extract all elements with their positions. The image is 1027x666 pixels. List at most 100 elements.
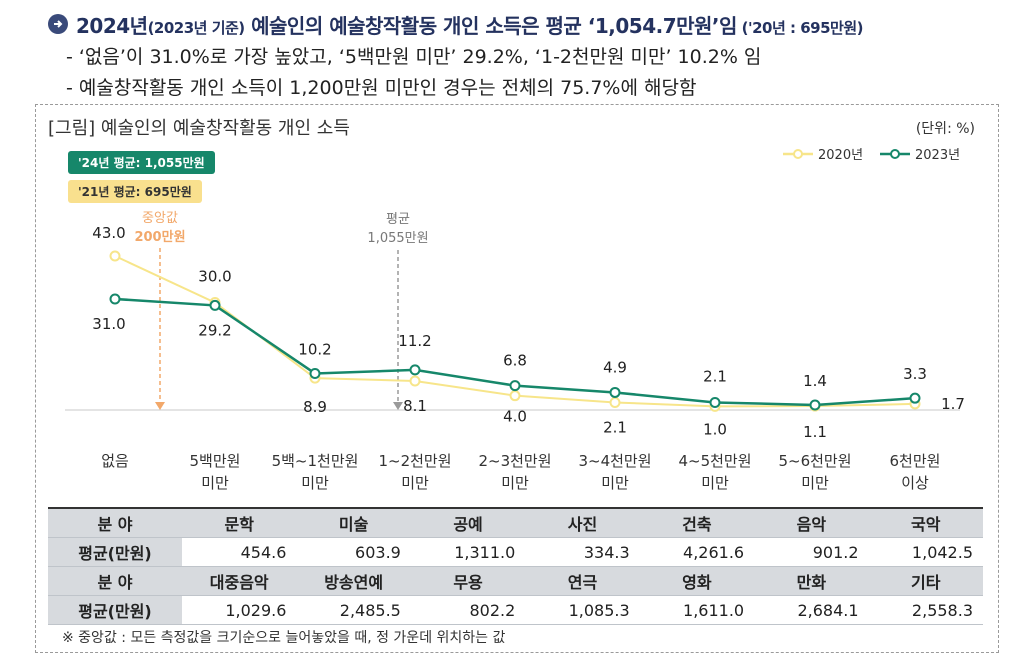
table-value-cell: 802.2 — [410, 595, 526, 625]
data-point-1-2 — [309, 367, 321, 379]
figure-title: [그림] 예술인의 예술창작활동 개인 소득 — [48, 118, 350, 139]
table-genre-cell: 건축 — [639, 507, 755, 538]
data-label-0-5: 2.1 — [603, 418, 627, 436]
data-label-0-6: 1.0 — [703, 420, 727, 438]
legend-marker-1 — [890, 149, 900, 159]
table-genre-cell: 문학 — [182, 507, 297, 538]
mean-marker-arrow — [393, 402, 403, 410]
data-point-1-8 — [909, 392, 921, 404]
table-row-label: 분 야 — [48, 566, 182, 596]
category-label: 6천만원 이상 — [889, 452, 941, 492]
table-row-label: 평균(만원) — [48, 537, 182, 567]
category-label: 1~2천만원 미만 — [378, 452, 452, 492]
badge-2021-average: '21년 평균: 695만원 — [68, 180, 202, 203]
table-row-label: 분 야 — [48, 507, 182, 538]
table-value-cell: 2,558.3 — [868, 595, 983, 625]
table-genre-cell: 연극 — [525, 566, 640, 596]
table-genre-cell: 음악 — [754, 507, 869, 538]
table-genre-cell: 기타 — [868, 566, 983, 596]
figure-frame — [35, 104, 999, 653]
data-label-1-1: 29.2 — [198, 321, 231, 339]
arrow-bullet-icon — [48, 14, 68, 34]
data-point-0-4 — [509, 390, 521, 402]
data-label-0-7: 1.1 — [803, 423, 827, 441]
table-genre-cell: 사진 — [525, 507, 640, 538]
data-point-1-0 — [109, 293, 121, 305]
table-row: 분 야 문학 미술 공예 사진 건축 음악 국악 — [48, 507, 983, 538]
data-point-1-3 — [409, 364, 421, 376]
table-genre-cell: 만화 — [754, 566, 869, 596]
data-label-0-8: 1.7 — [941, 395, 965, 413]
category-label: 2~3천만원 미만 — [478, 452, 552, 492]
headline: 2024년(2023년 기준) 예술인의 예술창작활동 개인 소득은 평균 ‘1… — [76, 10, 863, 39]
legend-label-0: 2020년 — [818, 148, 863, 163]
data-point-0-5 — [609, 396, 621, 408]
table-genre-cell: 미술 — [296, 507, 411, 538]
category-label: 5~6천만원 미만 — [778, 452, 852, 492]
table-row: 평균(만원) 454.6 603.9 1,311.0 334.3 4,261.6 901.2… — [48, 537, 983, 567]
table-value-cell: 1,085.3 — [525, 595, 640, 625]
headline-compare: ('20년 : 695만원) — [736, 19, 864, 37]
median-label-value: 200만원 — [134, 229, 185, 245]
category-label: 3~4천만원 미만 — [578, 452, 652, 492]
headline-text: 예술인의 예술창작활동 개인 소득은 평균 ‘1,054.7만원’임 — [244, 14, 737, 38]
data-point-0-3 — [409, 375, 421, 387]
data-label-1-0: 31.0 — [92, 315, 125, 333]
data-label-0-3: 8.1 — [403, 397, 427, 415]
legend-label-1: 2023년 — [915, 148, 960, 163]
footnote: ※ 중앙값 : 모든 측정값을 크기순으로 늘어놓았을 때, 정 가운데 위치하… — [62, 630, 506, 646]
category-label: 4~5천만원 미만 — [678, 452, 752, 492]
table-value-cell: 1,311.0 — [410, 537, 526, 567]
data-label-1-5: 4.9 — [603, 358, 627, 376]
data-label-1-6: 2.1 — [703, 367, 727, 385]
table-genre-cell: 방송연예 — [296, 566, 411, 596]
badge-2024-average: '24년 평균: 1,055만원 — [68, 151, 215, 174]
bullet-line-2: - 예술창작활동 개인 소득이 1,200만원 미만인 경우는 전체의 75.7… — [66, 77, 697, 99]
data-point-1-5 — [609, 386, 621, 398]
table-value-cell: 4,261.6 — [639, 537, 755, 567]
table-genre-cell: 공예 — [410, 507, 526, 538]
category-label: 없음 — [101, 452, 129, 470]
data-label-1-7: 1.4 — [803, 372, 827, 390]
headline-year-note: (2023년 기준) — [147, 19, 246, 37]
table-value-cell: 2,684.1 — [754, 595, 869, 625]
data-point-1-4 — [509, 380, 521, 392]
table-value-cell: 454.6 — [182, 537, 297, 567]
mean-label-title: 평균 — [386, 212, 410, 227]
table-value-cell: 1,611.0 — [639, 595, 755, 625]
table-genre-cell: 영화 — [639, 566, 755, 596]
headline-year: 2024년 — [76, 14, 148, 38]
bullet-line-1: - ‘없음’이 31.0%로 가장 높았고, ‘5백만원 미만’ 29.2%, … — [66, 46, 762, 68]
table-value-cell: 2,485.5 — [296, 595, 411, 625]
table-value-cell: 1,029.6 — [182, 595, 297, 625]
table-genre-cell: 대중음악 — [182, 566, 297, 596]
data-label-1-8: 3.3 — [903, 365, 927, 383]
median-marker-arrow — [155, 402, 165, 410]
data-point-1-6 — [709, 396, 721, 408]
table-value-cell: 603.9 — [296, 537, 411, 567]
table-row: 평균(만원) 1,029.6 2,485.5 802.2 1,085.3 1,611.0 2… — [48, 595, 983, 625]
table-value-cell: 1,042.5 — [868, 537, 983, 567]
table-value-cell: 901.2 — [754, 537, 869, 567]
data-label-1-2: 10.2 — [298, 340, 331, 358]
data-label-1-3: 11.2 — [398, 332, 431, 350]
data-label-0-0: 43.0 — [92, 224, 125, 242]
genre-average-table: 분 야 문학 미술 공예 사진 건축 음악 국악 평균(만원) 454.6 603.9 1,311.0… — [48, 507, 983, 625]
mean-label-value: 1,055만원 — [367, 231, 428, 246]
data-label-0-2: 8.9 — [303, 398, 327, 416]
data-point-0-0 — [109, 250, 121, 262]
data-label-1-4: 6.8 — [503, 352, 527, 370]
table-row: 분 야 대중음악 방송연예 무용 연극 영화 만화 기타 — [48, 566, 983, 596]
data-label-0-4: 4.0 — [503, 408, 527, 426]
table-genre-cell: 무용 — [410, 566, 526, 596]
data-point-1-7 — [809, 399, 821, 411]
table-value-cell: 334.3 — [525, 537, 640, 567]
table-row-label: 평균(만원) — [48, 595, 182, 625]
median-label-title: 중앙값 — [142, 211, 178, 226]
unit-label: (단위: %) — [915, 121, 975, 137]
category-label: 5백만원 미만 — [189, 452, 241, 492]
data-label-0-1: 30.0 — [198, 268, 231, 286]
category-label: 5백~1천만원 미만 — [271, 452, 359, 492]
table-genre-cell: 국악 — [868, 507, 983, 538]
